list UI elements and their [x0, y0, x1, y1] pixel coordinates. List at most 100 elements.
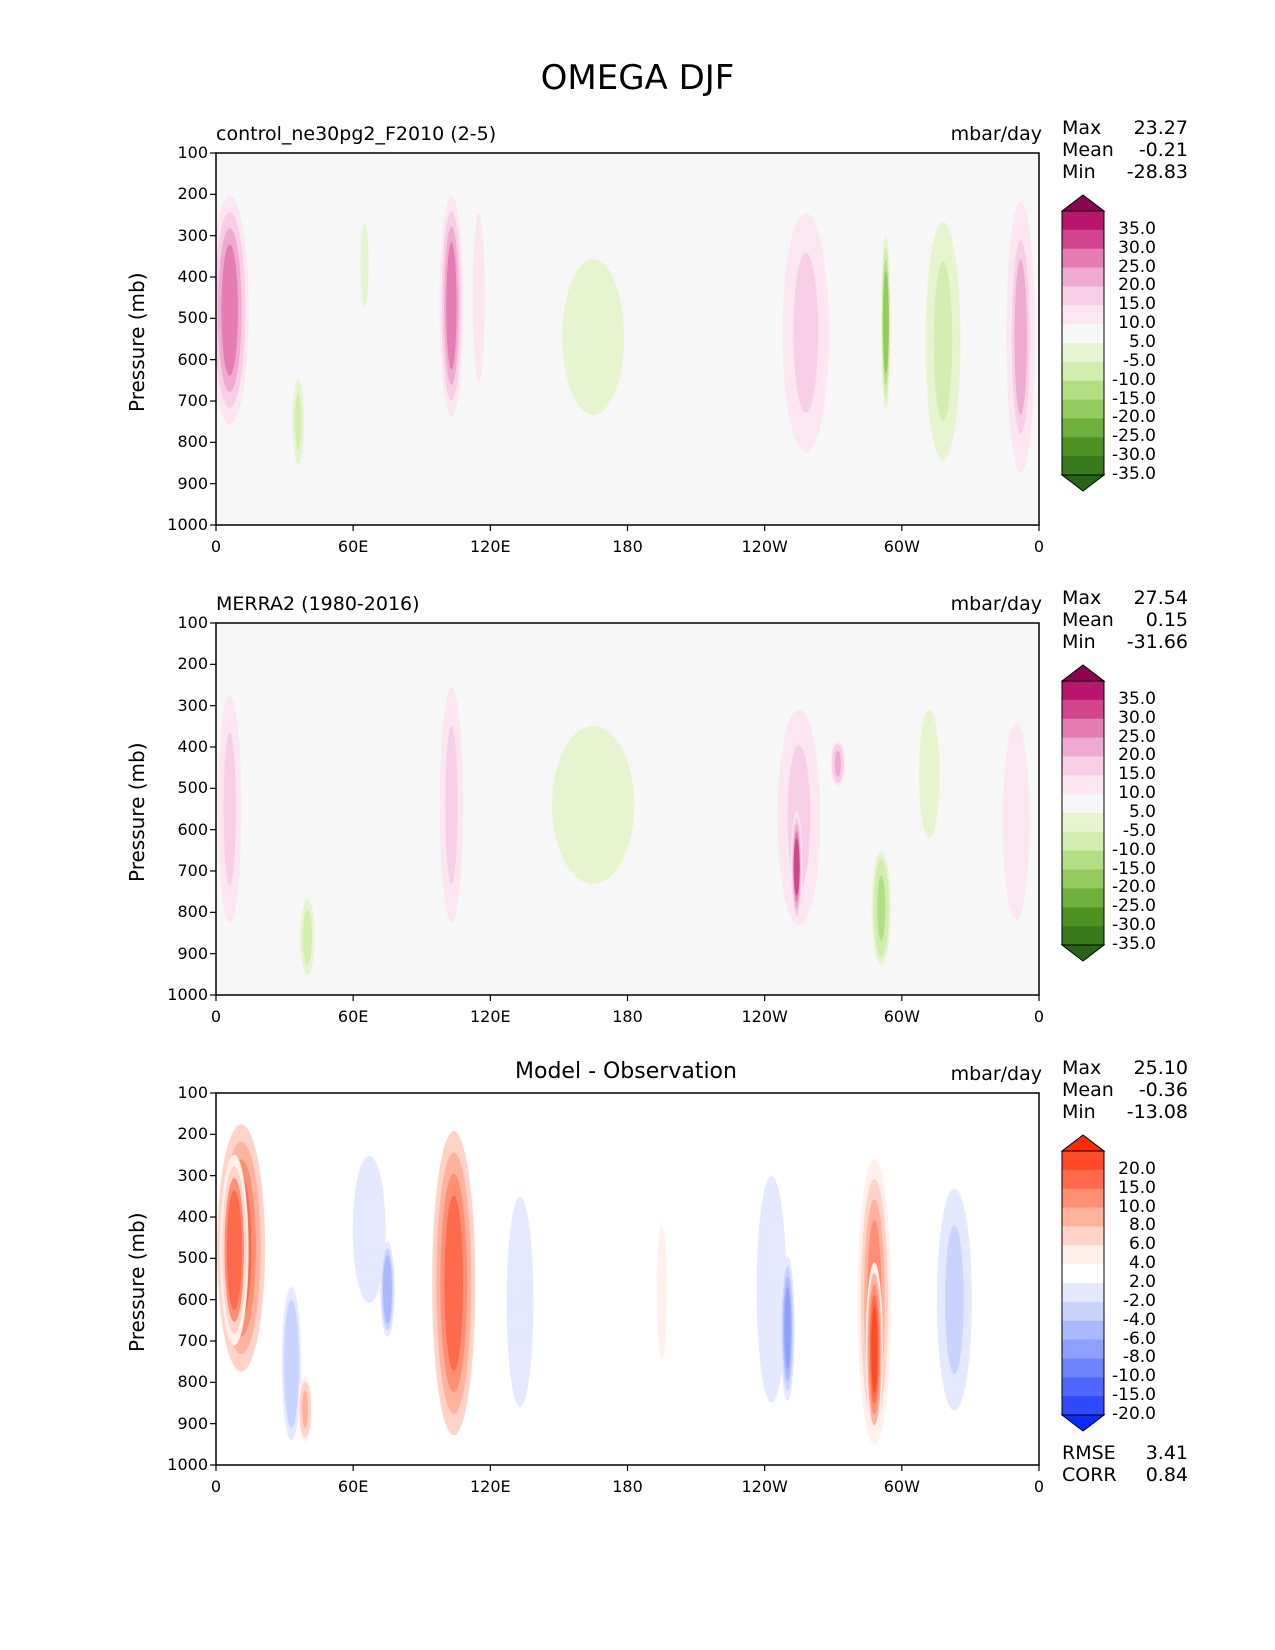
colorbar-label: 10.0: [1118, 783, 1156, 804]
colorbar-extend-min: [1060, 944, 1106, 962]
colorbar-bin: [1062, 681, 1104, 701]
contour-region: [922, 722, 937, 826]
contour-region: [552, 726, 635, 884]
stat-value: 27.54: [1133, 587, 1188, 609]
colorbar-frame: [1061, 210, 1105, 476]
y-tick-label: 1000: [167, 515, 208, 534]
colorbar-label: 2.0: [1128, 1272, 1156, 1292]
x-tick-label: 60E: [337, 1477, 369, 1496]
panel-2-colorbar: [1060, 664, 1106, 962]
colorbar-bin: [1062, 1264, 1104, 1284]
y-tick-label: 700: [177, 861, 208, 880]
y-tick-label: 1000: [167, 1455, 208, 1474]
colorbar-label: 30.0: [1118, 237, 1156, 258]
contour-region: [933, 261, 953, 422]
panel1-title: control_ne30pg2_F2010 (2-5): [216, 123, 497, 145]
y-tick-label: 900: [177, 1413, 208, 1433]
colorbar-bin: [1062, 229, 1104, 250]
colorbar-label: -5.0: [1122, 350, 1156, 371]
colorbar-label: 6.0: [1128, 1234, 1156, 1255]
colorbar-label: -10.0: [1112, 1366, 1156, 1387]
colorbar-bin: [1062, 1358, 1104, 1378]
colorbar-label: 10.0: [1118, 313, 1156, 334]
colorbar-bin: [1062, 399, 1104, 419]
colorbar-label: -15.0: [1112, 858, 1156, 879]
colorbar-label: -25.0: [1112, 896, 1156, 917]
y-tick-label: 300: [177, 695, 208, 715]
colorbar-label: -35.0: [1112, 934, 1156, 954]
colorbar-bin: [1062, 1188, 1104, 1209]
x-tick-label: 180: [612, 537, 643, 556]
corr-value: 0.84: [1145, 1464, 1188, 1486]
stat-label: Max: [1062, 117, 1102, 139]
panel2-units: mbar/day: [950, 593, 1042, 615]
colorbar-bin: [1062, 324, 1104, 344]
contour-region: [229, 1201, 240, 1299]
stat-value: 0.15: [1145, 609, 1188, 631]
rmse-label: RMSE: [1062, 1442, 1116, 1464]
stat-value: -31.66: [1126, 631, 1188, 653]
colorbar-label: -15.0: [1112, 1385, 1156, 1406]
y-tick-label: 500: [177, 1248, 208, 1268]
x-tick-label: 0: [1033, 1477, 1045, 1496]
panel2-ylabel: Pressure (mb): [125, 742, 149, 882]
colorbar-label: 25.0: [1118, 726, 1156, 747]
panel3-stats: Max 25.10 Mean -0.36 Min -13.08: [1062, 1057, 1188, 1123]
colorbar-bin: [1062, 1226, 1104, 1246]
colorbar-label: 8.0: [1128, 1215, 1156, 1236]
colorbar-bin: [1062, 456, 1104, 476]
y-tick-label: 800: [177, 1372, 208, 1392]
colorbar-bin: [1062, 305, 1104, 325]
colorbar-bin: [1062, 756, 1104, 776]
colorbar-bin: [1062, 1301, 1104, 1322]
x-tick-label: 120W: [741, 1007, 788, 1026]
y-tick-label: 600: [177, 1289, 208, 1309]
contour-region: [882, 272, 889, 373]
y-tick-label: 100: [177, 613, 208, 632]
y-tick-label: 400: [177, 267, 208, 286]
colorbar-extend-max: [1060, 1134, 1106, 1152]
colorbar-bin: [1062, 211, 1104, 231]
contour-region: [761, 1198, 782, 1381]
colorbar-label: -15.0: [1112, 388, 1156, 409]
stat-label: Min: [1062, 631, 1096, 653]
colorbar-bin: [1062, 699, 1104, 720]
x-tick-label: 60E: [337, 1007, 369, 1026]
colorbar-label: 20.0: [1118, 275, 1156, 296]
y-tick-label: 200: [177, 654, 208, 674]
stat-value: -13.08: [1126, 1101, 1188, 1123]
colorbar-bin: [1062, 1396, 1104, 1416]
x-tick-label: 60W: [883, 1007, 920, 1026]
contour-region: [784, 1286, 791, 1371]
contour-layer: [216, 179, 1038, 492]
x-tick-label: 0: [1033, 537, 1045, 556]
panel-3-colorbar: [1060, 1134, 1106, 1432]
panel-1-colorbar: [1060, 194, 1106, 492]
x-tick-label: 120E: [470, 537, 511, 556]
y-tick-label: 800: [177, 432, 208, 452]
x-tick-label: 120W: [741, 537, 788, 556]
y-tick-label: 900: [177, 473, 208, 493]
y-tick-label: 100: [177, 143, 208, 162]
x-tick-label: 0: [210, 1477, 222, 1496]
colorbar-label: -2.0: [1122, 1290, 1156, 1311]
colorbar-label: 5.0: [1128, 802, 1156, 822]
contour-region: [304, 915, 311, 960]
colorbar-label: 30.0: [1118, 707, 1156, 728]
colorbar-bin: [1062, 1320, 1104, 1341]
panel2-title: MERRA2 (1980-2016): [216, 593, 420, 615]
colorbar-bin: [1062, 343, 1104, 363]
contour-region: [945, 1225, 964, 1375]
colorbar-bin: [1062, 286, 1104, 306]
colorbar-label: 10.0: [1118, 1196, 1156, 1217]
y-tick-label: 500: [177, 308, 208, 328]
colorbar-bin: [1062, 1377, 1104, 1397]
colorbar-bin: [1062, 869, 1104, 889]
colorbar-label: -8.0: [1122, 1347, 1156, 1368]
colorbar-label: 25.0: [1118, 256, 1156, 277]
x-tick-label: 0: [210, 1007, 222, 1026]
colorbar-bin: [1062, 1207, 1104, 1227]
x-tick-label: 180: [612, 1477, 643, 1496]
colorbar-extend-min: [1060, 474, 1106, 492]
contour-region: [446, 242, 457, 370]
